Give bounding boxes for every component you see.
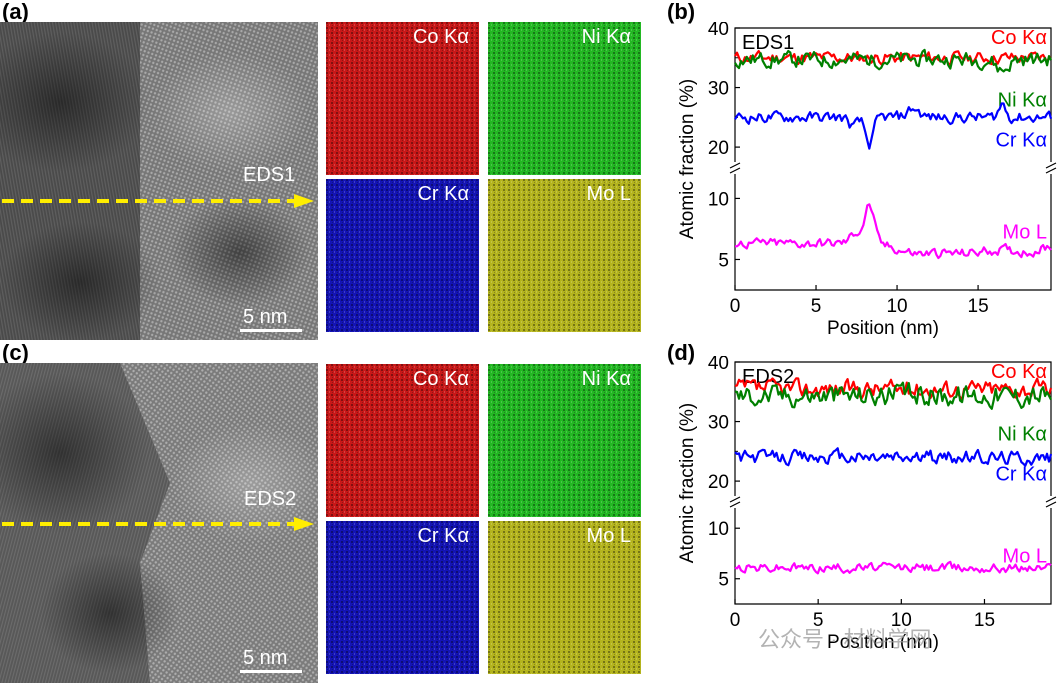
y-axis-label: Atomic fraction (%)	[677, 79, 698, 239]
y-tick-label: 20	[708, 472, 729, 493]
y-tick-label: 10	[708, 519, 729, 540]
eds-map-co-a: Co Kα	[326, 22, 479, 175]
panel-a-letter: (a)	[2, 0, 29, 24]
tem-image-eds1	[0, 22, 318, 340]
scale-label-eds1: 5 nm	[243, 306, 288, 328]
axis-break-mark	[1045, 501, 1057, 508]
plot-frame-upper	[734, 27, 1052, 162]
x-tick-label: 0	[730, 296, 741, 317]
eds-map-co-c: Co Kα	[326, 364, 479, 517]
series-label-cr: Cr Kα	[995, 129, 1047, 151]
axis-break-mark	[1045, 162, 1057, 169]
eds-map-label: Ni Kα	[581, 26, 631, 48]
series-line-mo	[735, 203, 1052, 260]
series-label-cr: Cr Kα	[995, 463, 1047, 485]
plot-frame-lower	[734, 508, 1052, 605]
eds-map-cr-c: Cr Kα	[326, 521, 479, 674]
tem-lattice-eds1	[0, 22, 318, 340]
series-line-mo	[734, 560, 1052, 575]
series-label-mo: Mo L	[1003, 545, 1047, 567]
eds-map-ni-c: Ni Kα	[488, 364, 641, 517]
line-label-eds2: EDS2	[244, 488, 297, 510]
y-tick-label: 20	[708, 138, 729, 159]
axis-break-mark	[729, 496, 741, 503]
series-line-ni	[734, 381, 1052, 410]
axis-break-mark	[729, 501, 741, 508]
y-tick-label: 5	[718, 570, 729, 591]
panel-b-letter: (b)	[667, 0, 696, 24]
axis-break-mark	[729, 167, 741, 174]
x-tick-label: 10	[886, 296, 907, 317]
axis-break-mark	[729, 162, 741, 169]
eds-map-label: Co Kα	[412, 26, 469, 48]
y-axis-label: Atomic fraction (%)	[677, 403, 698, 563]
series-line-cr	[734, 102, 1053, 150]
series-line-ni	[734, 48, 1052, 73]
eds-map-ni-a: Ni Kα	[488, 22, 641, 175]
eds-map-mo-c: Mo L	[488, 521, 641, 674]
x-tick-label: 10	[891, 610, 912, 631]
panel-d-letter: (d)	[667, 340, 696, 365]
eds-map-mo-a: Mo L	[488, 179, 641, 332]
watermark: 公众号 · 材料学网	[758, 627, 932, 652]
eds-map-cr-a: Cr Kα	[326, 179, 479, 332]
plot-frame-upper	[734, 361, 1052, 496]
line-profile-chart-eds1: 5 10 20 30 40 0 5 10 15 Position (nm) Atomic fract…	[677, 22, 1057, 339]
eds-map-label: Mo L	[586, 525, 631, 547]
eds-map-label: Cr Kα	[417, 183, 469, 205]
scale-label-eds2: 5 nm	[243, 647, 288, 669]
scale-bar-eds2	[240, 670, 302, 673]
y-tick-label: 30	[708, 413, 729, 434]
axis-break-mark	[1045, 496, 1057, 503]
eds-map-label: Cr Kα	[417, 525, 469, 547]
y-tick-label: 40	[708, 22, 729, 40]
series-label-co: Co Kα	[991, 27, 1047, 49]
eds-map-label: Ni Kα	[581, 368, 631, 390]
series-line-cr	[734, 447, 1053, 467]
series-label-mo: Mo L	[1003, 221, 1047, 243]
y-tick-label: 40	[708, 356, 729, 374]
scan-line-arrow-eds1	[2, 194, 314, 208]
x-tick-label: 5	[811, 296, 822, 317]
axis-break-mark	[1045, 167, 1057, 174]
plot-frame-lower	[734, 174, 1052, 291]
eds-map-label: Co Kα	[412, 368, 469, 390]
eds-map-label: Mo L	[586, 183, 631, 205]
line-label-eds1: EDS1	[243, 164, 296, 186]
y-tick-label: 5	[718, 250, 729, 271]
series-line-co	[734, 377, 1053, 401]
y-tick-label: 10	[708, 189, 729, 210]
x-tick-label: 15	[974, 610, 995, 631]
x-tick-label: 15	[968, 296, 989, 317]
series-label-ni: Ni Kα	[998, 89, 1047, 111]
x-tick-label: 0	[730, 610, 741, 631]
y-tick-label: 30	[708, 79, 729, 100]
series-label-co: Co Kα	[991, 361, 1047, 383]
x-tick-label: 5	[813, 610, 824, 631]
chart-title: EDS1	[742, 32, 794, 54]
series-label-ni: Ni Kα	[998, 423, 1047, 445]
panel-c-letter: (c)	[2, 340, 29, 365]
scale-bar-eds1	[240, 329, 302, 332]
scan-line-arrow-eds2	[2, 517, 314, 531]
x-axis-label: Position (nm)	[827, 632, 939, 653]
x-axis-label: Position (nm)	[827, 318, 939, 339]
